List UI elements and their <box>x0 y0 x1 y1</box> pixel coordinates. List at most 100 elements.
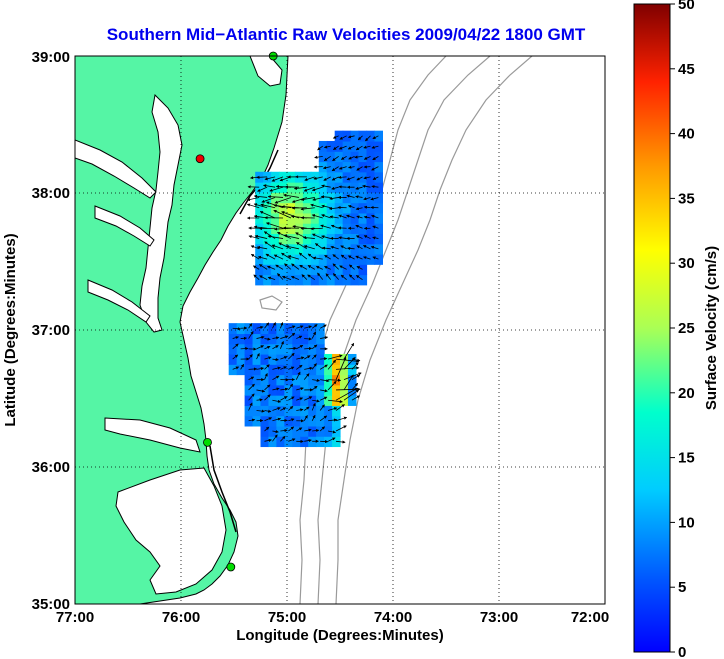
velocity-arrow <box>293 186 307 190</box>
velocity-cell <box>271 171 280 183</box>
velocity-cell <box>366 151 376 163</box>
velocity-arrow <box>311 214 323 219</box>
velocity-arrow <box>319 364 328 370</box>
velocity-cell <box>308 333 317 345</box>
velocity-cell <box>271 264 280 276</box>
velocity-arrow <box>331 176 339 181</box>
velocity-field-south <box>228 322 362 448</box>
velocity-cell <box>302 182 312 193</box>
velocity-cell <box>287 253 296 265</box>
velocity-arrow <box>362 184 371 188</box>
velocity-arrow <box>331 186 339 190</box>
velocity-arrow <box>370 197 379 201</box>
velocity-cell <box>294 243 304 255</box>
velocity-cell <box>287 233 296 245</box>
velocity-arrow <box>311 414 316 421</box>
velocity-arrow <box>314 155 323 159</box>
velocity-arrow <box>248 376 255 381</box>
velocity-cell <box>342 171 352 183</box>
velocity-arrow <box>363 145 371 149</box>
velocity-cell <box>287 243 296 255</box>
velocity-cell <box>358 151 368 163</box>
velocity-arrow <box>355 255 363 260</box>
velocity-arrow <box>248 383 255 391</box>
velocity-cell <box>279 233 288 245</box>
velocity-arrow <box>264 241 276 250</box>
velocity-arrow <box>371 214 379 219</box>
velocity-arrow <box>256 398 263 402</box>
velocity-arrow <box>323 176 331 181</box>
velocity-cell <box>263 182 272 193</box>
velocity-arrow <box>356 176 363 181</box>
velocity-arrow <box>348 274 355 280</box>
velocity-arrow <box>371 185 379 189</box>
velocity-arrow <box>280 366 288 370</box>
velocity-arrow <box>328 206 339 211</box>
velocity-arrow <box>330 245 339 250</box>
velocity-cell <box>358 243 368 255</box>
velocity-cell <box>318 212 328 224</box>
velocity-arrow <box>356 166 363 171</box>
velocity-cell <box>342 253 352 265</box>
velocity-arrow <box>351 395 361 401</box>
velocity-cell <box>324 436 333 448</box>
velocity-arrow <box>264 426 270 432</box>
velocity-cell <box>358 202 368 214</box>
velocity-arrow <box>269 186 284 192</box>
velocity-cell <box>350 233 360 245</box>
velocity-arrow <box>272 366 281 370</box>
velocity-cell <box>366 161 376 173</box>
velocity-arrow <box>363 215 371 219</box>
velocity-arrow <box>351 362 359 370</box>
velocity-arrow <box>311 186 323 192</box>
velocity-cell <box>366 182 376 193</box>
velocity-cell <box>302 233 312 245</box>
velocity-cell <box>318 140 328 152</box>
velocity-cell <box>294 212 304 224</box>
velocity-cell <box>332 395 341 406</box>
velocity-arrow <box>327 380 337 391</box>
velocity-arrow <box>338 185 347 189</box>
velocity-cell <box>284 405 293 417</box>
velocity-cell <box>358 212 368 224</box>
velocity-arrow <box>346 214 355 219</box>
velocity-cell <box>358 223 368 235</box>
velocity-arrow <box>355 186 363 190</box>
velocity-arrow <box>272 407 281 411</box>
velocity-cell <box>292 425 301 437</box>
velocity-cell <box>300 353 309 365</box>
velocity-cell <box>334 130 344 142</box>
velocity-arrow <box>339 135 347 140</box>
velocity-arrow <box>372 176 379 180</box>
velocity-arrow <box>311 324 318 329</box>
velocity-arrow <box>256 325 264 329</box>
velocity-cell <box>287 192 296 204</box>
colorbar-tick-label: 0 <box>678 644 686 659</box>
velocity-arrow <box>312 256 323 260</box>
x-tick-label: 75:00 <box>268 609 306 626</box>
velocity-arrow <box>304 337 312 341</box>
velocity-cell <box>326 192 336 204</box>
velocity-cell <box>310 182 320 193</box>
velocity-arrow <box>288 426 295 432</box>
velocity-cell <box>263 233 272 245</box>
velocity-arrow <box>267 276 276 281</box>
land-mass <box>75 56 289 604</box>
velocity-arrow <box>262 184 276 188</box>
velocity-cell <box>294 192 304 204</box>
velocity-cell <box>310 171 320 183</box>
velocity-cell <box>252 353 262 365</box>
velocity-arrow <box>354 155 363 159</box>
velocity-cell <box>342 130 352 142</box>
velocity-cell <box>318 253 328 265</box>
grid-lines <box>75 56 605 604</box>
velocity-arrow <box>332 254 339 260</box>
velocity-cell <box>268 436 277 448</box>
velocity-arrow <box>317 272 324 280</box>
velocity-cell <box>287 264 296 276</box>
velocity-arrow <box>283 193 299 198</box>
velocity-cell <box>244 384 254 396</box>
velocity-arrow <box>295 371 301 380</box>
velocity-arrow <box>348 155 355 160</box>
velocity-cell <box>260 364 270 376</box>
